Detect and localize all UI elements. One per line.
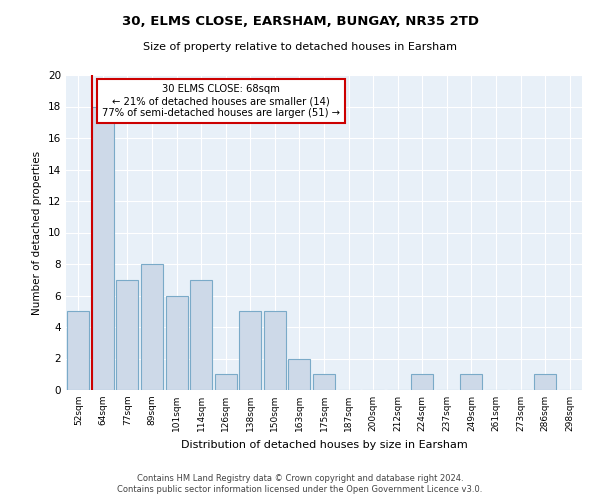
Bar <box>411 374 433 390</box>
Bar <box>289 358 310 390</box>
Bar <box>239 311 262 390</box>
Bar <box>67 311 89 390</box>
Bar <box>166 296 188 390</box>
Text: Contains HM Land Registry data © Crown copyright and database right 2024.
Contai: Contains HM Land Registry data © Crown c… <box>118 474 482 494</box>
Text: 30 ELMS CLOSE: 68sqm
← 21% of detached houses are smaller (14)
77% of semi-detac: 30 ELMS CLOSE: 68sqm ← 21% of detached h… <box>102 84 340 117</box>
Bar <box>190 280 212 390</box>
Text: 30, ELMS CLOSE, EARSHAM, BUNGAY, NR35 2TD: 30, ELMS CLOSE, EARSHAM, BUNGAY, NR35 2T… <box>121 15 479 28</box>
Bar <box>460 374 482 390</box>
Bar <box>313 374 335 390</box>
Bar <box>92 106 114 390</box>
Bar <box>141 264 163 390</box>
Bar <box>264 311 286 390</box>
Bar <box>534 374 556 390</box>
X-axis label: Distribution of detached houses by size in Earsham: Distribution of detached houses by size … <box>181 440 467 450</box>
Text: Size of property relative to detached houses in Earsham: Size of property relative to detached ho… <box>143 42 457 52</box>
Bar <box>215 374 237 390</box>
Bar <box>116 280 139 390</box>
Y-axis label: Number of detached properties: Number of detached properties <box>32 150 43 314</box>
